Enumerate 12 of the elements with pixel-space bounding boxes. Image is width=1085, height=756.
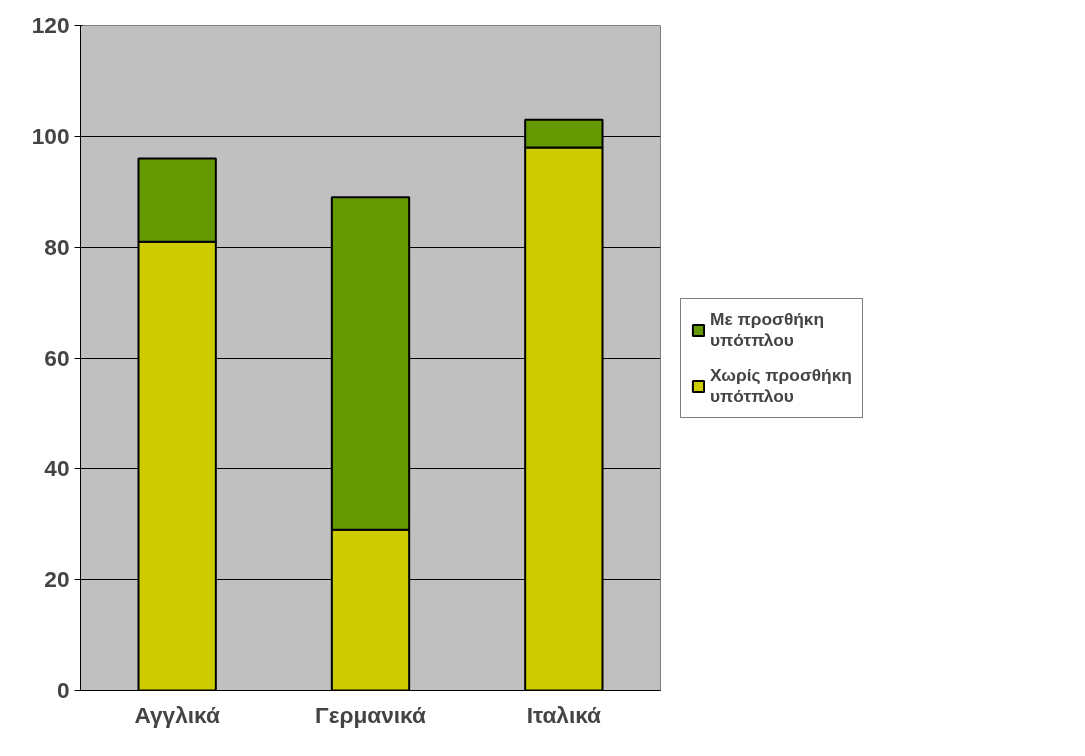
x-tick-label: Ιταλικά [526, 701, 602, 728]
legend-label: Με προσθήκη υπότπλου [710, 308, 825, 351]
y-tick-label: 60 [44, 344, 70, 371]
y-tick-label: 0 [56, 677, 70, 703]
y-tick-label: 40 [44, 455, 70, 482]
y-tick-label: 100 [31, 122, 70, 149]
y-tick-label: 20 [44, 566, 70, 593]
x-tick-label: Αγγλικά [134, 701, 220, 728]
y-tick-label: 80 [44, 233, 70, 260]
legend-label: Χωρίς προσθήκη υπότπλου [710, 364, 852, 407]
y-tick-label: 120 [31, 12, 70, 38]
x-tick-label: Γερμανικά [315, 701, 427, 728]
